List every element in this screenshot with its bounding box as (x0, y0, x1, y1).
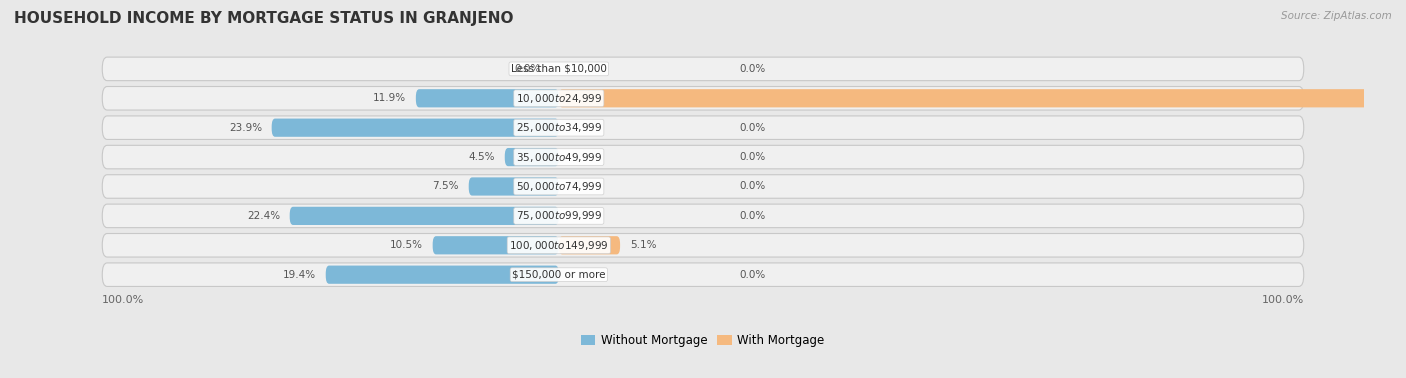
FancyBboxPatch shape (558, 236, 620, 254)
Text: 4.5%: 4.5% (468, 152, 495, 162)
FancyBboxPatch shape (103, 116, 1303, 139)
Text: 0.0%: 0.0% (515, 64, 541, 74)
Text: Less than $10,000: Less than $10,000 (510, 64, 607, 74)
Text: 5.1%: 5.1% (630, 240, 657, 250)
FancyBboxPatch shape (505, 148, 558, 166)
Text: $100,000 to $149,999: $100,000 to $149,999 (509, 239, 609, 252)
FancyBboxPatch shape (558, 89, 1406, 107)
FancyBboxPatch shape (433, 236, 558, 254)
FancyBboxPatch shape (103, 145, 1303, 169)
Text: 22.4%: 22.4% (247, 211, 280, 221)
Text: $150,000 or more: $150,000 or more (512, 270, 606, 280)
Text: 10.5%: 10.5% (389, 240, 423, 250)
Text: 11.9%: 11.9% (373, 93, 406, 103)
Text: 100.0%: 100.0% (1261, 295, 1303, 305)
Text: Source: ZipAtlas.com: Source: ZipAtlas.com (1281, 11, 1392, 21)
FancyBboxPatch shape (468, 177, 558, 195)
Text: 0.0%: 0.0% (740, 211, 765, 221)
Text: 23.9%: 23.9% (229, 123, 262, 133)
FancyBboxPatch shape (326, 266, 558, 284)
FancyBboxPatch shape (103, 175, 1303, 198)
Text: 19.4%: 19.4% (283, 270, 316, 280)
Text: 0.0%: 0.0% (740, 152, 765, 162)
FancyBboxPatch shape (103, 87, 1303, 110)
Text: 0.0%: 0.0% (740, 181, 765, 192)
Text: HOUSEHOLD INCOME BY MORTGAGE STATUS IN GRANJENO: HOUSEHOLD INCOME BY MORTGAGE STATUS IN G… (14, 11, 513, 26)
FancyBboxPatch shape (416, 89, 558, 107)
FancyBboxPatch shape (290, 207, 558, 225)
Text: $10,000 to $24,999: $10,000 to $24,999 (516, 92, 602, 105)
Text: $35,000 to $49,999: $35,000 to $49,999 (516, 150, 602, 164)
Text: 7.5%: 7.5% (433, 181, 460, 192)
Legend: Without Mortgage, With Mortgage: Without Mortgage, With Mortgage (576, 329, 830, 352)
FancyBboxPatch shape (271, 119, 558, 137)
Text: $25,000 to $34,999: $25,000 to $34,999 (516, 121, 602, 134)
FancyBboxPatch shape (103, 204, 1303, 228)
Text: 0.0%: 0.0% (740, 270, 765, 280)
FancyBboxPatch shape (103, 234, 1303, 257)
Text: 100.0%: 100.0% (103, 295, 145, 305)
FancyBboxPatch shape (103, 57, 1303, 81)
Text: $75,000 to $99,999: $75,000 to $99,999 (516, 209, 602, 222)
FancyBboxPatch shape (103, 263, 1303, 287)
Text: 0.0%: 0.0% (740, 64, 765, 74)
Text: $50,000 to $74,999: $50,000 to $74,999 (516, 180, 602, 193)
Text: 0.0%: 0.0% (740, 123, 765, 133)
